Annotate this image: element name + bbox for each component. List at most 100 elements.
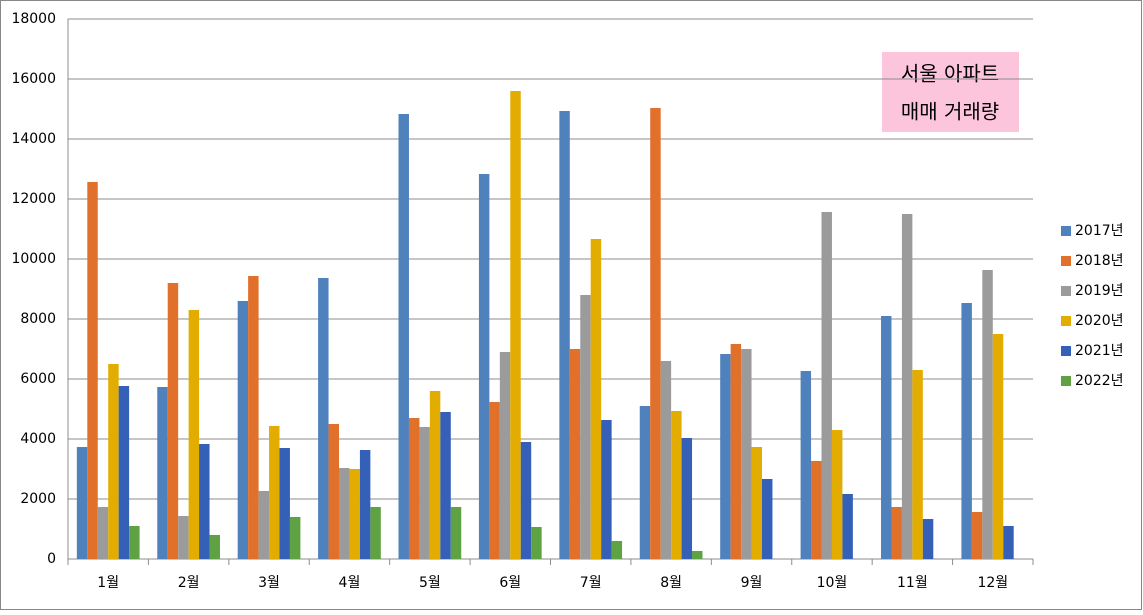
bar — [761, 478, 773, 559]
bar — [178, 516, 189, 559]
y-tick-label: 10000 — [11, 251, 56, 267]
legend-swatch — [1061, 286, 1071, 296]
bar — [821, 211, 832, 560]
bar — [279, 448, 290, 559]
bar — [209, 535, 220, 559]
bar — [671, 411, 682, 559]
bar — [129, 526, 140, 559]
x-tick-label: 7월 — [580, 575, 602, 591]
x-tick-label: 4월 — [339, 575, 361, 591]
bar — [831, 430, 843, 559]
x-tick-label: 6월 — [499, 575, 521, 591]
bar — [891, 507, 902, 559]
bar — [800, 370, 812, 559]
bar — [359, 450, 371, 559]
bar — [318, 277, 329, 559]
bar — [370, 507, 381, 559]
y-tick-label: 12000 — [11, 191, 56, 207]
bar — [87, 181, 98, 560]
bar — [982, 270, 993, 559]
bar — [751, 447, 762, 559]
bar — [339, 468, 350, 559]
x-tick-label: 10월 — [817, 575, 848, 591]
x-tick-label: 11월 — [897, 575, 928, 591]
legend-label: 2022년 — [1075, 373, 1124, 389]
legend-label: 2019년 — [1075, 283, 1124, 299]
y-tick-label: 6000 — [20, 371, 56, 387]
bar — [97, 507, 109, 559]
bar — [730, 343, 742, 559]
bar — [429, 391, 441, 559]
legend-swatch — [1061, 256, 1071, 266]
bar — [922, 519, 934, 559]
bar — [108, 364, 119, 559]
bar — [510, 91, 521, 559]
bar — [269, 426, 280, 559]
bar — [199, 444, 210, 559]
bar — [811, 460, 822, 559]
legend-label: 2017년 — [1075, 223, 1124, 239]
bar — [289, 517, 301, 559]
bar — [720, 354, 731, 559]
x-tick-label: 8월 — [660, 575, 682, 591]
bar — [590, 238, 602, 560]
bar — [531, 526, 542, 559]
bar — [450, 507, 462, 559]
y-tick-label: 18000 — [11, 11, 56, 27]
bar — [580, 295, 591, 559]
bar — [569, 349, 581, 559]
bar — [639, 406, 651, 559]
bar — [881, 316, 892, 559]
x-tick-label: 1월 — [97, 575, 119, 591]
x-tick-label: 2월 — [178, 575, 200, 591]
y-tick-label: 8000 — [20, 311, 56, 327]
bar — [901, 214, 913, 559]
bar — [681, 438, 693, 559]
bar — [408, 418, 420, 559]
bar — [237, 301, 249, 559]
bar — [419, 427, 430, 559]
y-tick-label: 14000 — [11, 131, 56, 147]
bar — [258, 490, 270, 559]
bar — [912, 370, 923, 559]
x-tick-label: 12월 — [977, 575, 1008, 591]
legend-swatch — [1061, 316, 1071, 326]
y-tick-label: 2000 — [20, 491, 56, 507]
bar — [349, 469, 360, 559]
annotation: 매매 거래량 — [901, 100, 999, 124]
bar — [741, 349, 752, 559]
y-tick-label: 0 — [47, 551, 56, 567]
legend-swatch — [1061, 376, 1071, 386]
bar — [1003, 526, 1014, 559]
bar — [660, 361, 672, 559]
x-tick-label: 5월 — [419, 575, 441, 591]
bar — [489, 402, 500, 559]
legend-label: 2021년 — [1075, 343, 1124, 359]
legend-swatch — [1061, 226, 1071, 236]
bar — [188, 310, 200, 559]
bar — [842, 493, 853, 559]
bar — [167, 283, 179, 559]
bar — [76, 447, 88, 559]
bar — [118, 385, 130, 559]
bar — [611, 541, 623, 559]
bar — [328, 424, 340, 559]
annotation: 서울 아파트 — [901, 62, 999, 86]
bar — [478, 174, 490, 559]
bar — [520, 442, 532, 559]
bar — [559, 111, 570, 559]
bar — [971, 511, 983, 559]
bar — [398, 114, 409, 559]
bar — [961, 303, 972, 559]
bar — [692, 550, 703, 559]
bar — [992, 334, 1004, 559]
legend-label: 2018년 — [1075, 253, 1124, 269]
y-tick-label: 4000 — [20, 431, 56, 447]
bar — [601, 420, 612, 559]
bar — [650, 108, 661, 559]
bar — [248, 276, 259, 559]
bar — [499, 352, 511, 559]
bar — [157, 387, 168, 559]
y-tick-label: 16000 — [11, 71, 56, 87]
